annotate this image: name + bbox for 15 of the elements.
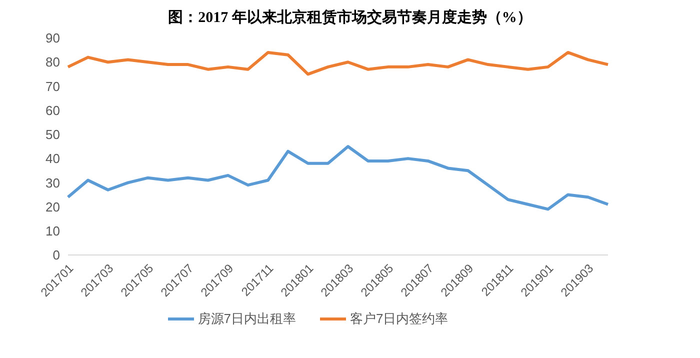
y-tick-label: 70: [46, 78, 60, 94]
y-tick-label: 30: [46, 175, 60, 190]
line-series: [66, 50, 610, 76]
y-tick-label: 40: [46, 151, 60, 166]
chart-title: 图：2017 年以来北京租赁市场交易节奏月度走势（%）: [167, 8, 533, 27]
y-tick-label: 20: [46, 199, 60, 214]
y-tick-label: 60: [46, 102, 60, 118]
legend-label: 客户7日内签约率: [349, 310, 448, 328]
legend-label: 房源7日内出租率: [196, 310, 296, 328]
y-tick-label: 50: [46, 127, 60, 142]
y-tick-label: 90: [46, 30, 60, 46]
line-series: [66, 145, 610, 211]
y-tick-label: 80: [46, 54, 60, 70]
y-tick-label: 0: [52, 248, 60, 263]
y-tick-label: 10: [46, 224, 60, 239]
